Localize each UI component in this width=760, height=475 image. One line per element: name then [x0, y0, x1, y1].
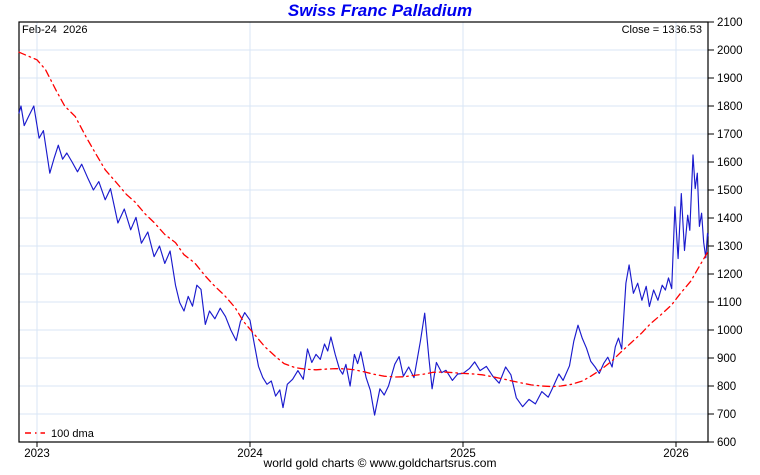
- x-axis-tick-label: 2023: [24, 448, 50, 460]
- x-axis-tick-label: 2025: [450, 448, 476, 460]
- x-axis-tick-label: 2024: [237, 448, 263, 460]
- y-axis-tick-label: 1300: [717, 241, 743, 253]
- close-value-label: Close = 1336.53: [621, 24, 702, 36]
- last-date-label: Feb-24 2026: [22, 24, 88, 36]
- y-axis-tick-label: 900: [717, 353, 736, 365]
- price-line: [18, 105, 709, 416]
- y-axis-tick-label: 2100: [717, 17, 743, 29]
- y-axis-tick-label: 1900: [717, 73, 743, 85]
- legend-dma-label: 100 dma: [51, 428, 95, 440]
- y-axis-tick-label: 1800: [717, 101, 743, 113]
- y-axis-tick-label: 1000: [717, 325, 743, 337]
- y-axis-tick-label: 1100: [717, 297, 742, 309]
- dma-line: [18, 51, 709, 388]
- y-axis-tick-label: 2000: [717, 45, 743, 57]
- y-axis-tick-label: 800: [717, 381, 736, 393]
- y-axis-tick-label: 1700: [717, 129, 743, 141]
- plot-border: [18, 21, 709, 443]
- y-axis-tick-label: 1600: [717, 157, 743, 169]
- y-axis-tick-label: 1400: [717, 213, 743, 225]
- x-axis-tick-label: 2026: [663, 448, 689, 460]
- y-axis-tick-label: 600: [717, 437, 736, 449]
- footer-credit: world gold charts © www.goldchartsrus.co…: [263, 456, 497, 470]
- y-axis-tick-label: 700: [717, 409, 736, 421]
- y-axis-tick-label: 1200: [717, 269, 743, 281]
- y-axis-tick-label: 1500: [717, 185, 743, 197]
- chart-title: Swiss Franc Palladium: [287, 1, 473, 20]
